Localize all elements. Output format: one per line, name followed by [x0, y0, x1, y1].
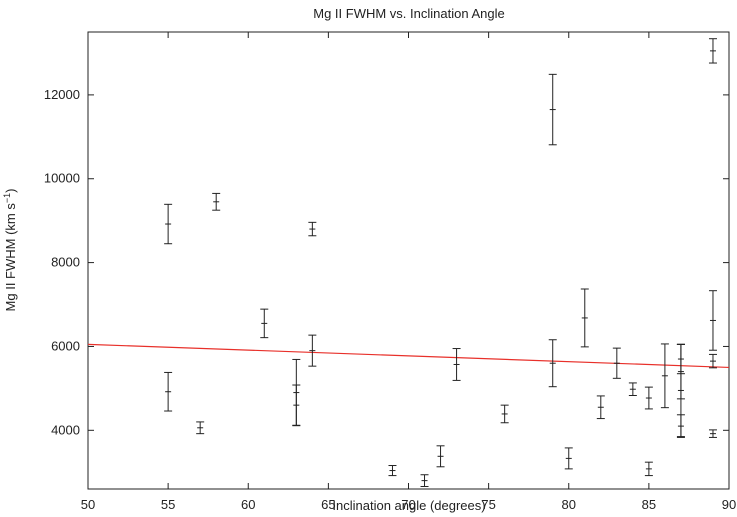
data-point: [564, 447, 573, 470]
data-point: [420, 474, 429, 487]
data-point: [596, 395, 605, 420]
ticks-layer: 50 55 60 65 70 75 80 85 90 4000 6000 8000 10000 12000: [44, 32, 736, 512]
data-point: [580, 288, 589, 348]
y-axis-title-sup: −1: [2, 193, 12, 203]
data-point: [708, 290, 717, 351]
data-point: [196, 421, 205, 435]
y-tick-label: 8000: [51, 255, 80, 270]
data-point: [500, 404, 509, 424]
y-axis-title-main: Mg II FWHM (km s: [3, 203, 18, 312]
fit-line-layer: [87, 343, 730, 369]
x-tick-label: 60: [241, 497, 255, 512]
data-point: [644, 386, 653, 410]
data-point: [260, 308, 269, 339]
x-tick-label: 80: [562, 497, 576, 512]
x-tick-label: 90: [722, 497, 736, 512]
plot-area: [87, 31, 730, 490]
data-point: [308, 221, 317, 237]
data-point: [644, 461, 653, 477]
y-axis-title-close: ): [3, 189, 18, 193]
x-tick-label: 75: [481, 497, 495, 512]
data-point: [548, 339, 557, 388]
data-point: [452, 348, 461, 381]
data-point: [292, 384, 301, 426]
x-axis-title: Inclination angle (degrees): [332, 498, 485, 513]
x-tick-label: 50: [81, 497, 95, 512]
data-point: [676, 414, 685, 438]
data-point: [436, 445, 445, 468]
y-tick-label: 10000: [44, 171, 80, 186]
plot-frame: [87, 31, 730, 490]
x-tick-label: 55: [161, 497, 175, 512]
y-tick-label: 12000: [44, 87, 80, 102]
data-point: [164, 371, 173, 412]
data-point: [708, 353, 717, 369]
x-tick-label: 70: [401, 497, 415, 512]
data-point: [388, 465, 397, 477]
data-point: [660, 343, 669, 409]
x-tick-label: 65: [321, 497, 335, 512]
y-tick-label: 4000: [51, 422, 80, 437]
y-tick-label: 6000: [51, 338, 80, 353]
data-point: [548, 73, 557, 146]
data-points-layer: [164, 38, 717, 487]
fit-line: [87, 343, 730, 369]
data-point: [612, 347, 621, 379]
data-point: [708, 429, 717, 438]
chart-title: Mg II FWHM vs. Inclination Angle: [313, 6, 504, 21]
data-point: [708, 38, 717, 64]
y-axis-title: Mg II FWHM (km s−1): [2, 189, 18, 312]
data-point: [628, 382, 637, 397]
data-point: [164, 203, 173, 245]
x-tick-label: 85: [642, 497, 656, 512]
data-point: [212, 192, 221, 211]
data-point: [308, 334, 317, 367]
